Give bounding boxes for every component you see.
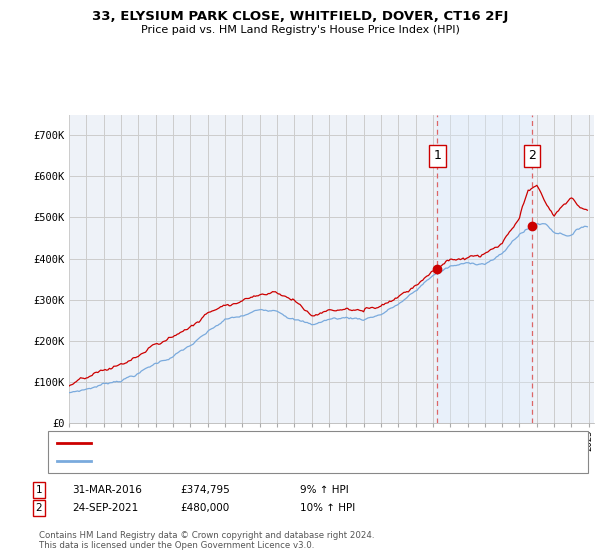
- Text: Contains HM Land Registry data © Crown copyright and database right 2024.
This d: Contains HM Land Registry data © Crown c…: [39, 531, 374, 550]
- Text: 24-SEP-2021: 24-SEP-2021: [72, 503, 138, 513]
- Text: 33, ELYSIUM PARK CLOSE, WHITFIELD, DOVER, CT16 2FJ (detached house): 33, ELYSIUM PARK CLOSE, WHITFIELD, DOVER…: [97, 438, 459, 448]
- Text: 10% ↑ HPI: 10% ↑ HPI: [300, 503, 355, 513]
- Text: 1: 1: [433, 150, 441, 162]
- Bar: [437, 115, 532, 423]
- Text: 33, ELYSIUM PARK CLOSE, WHITFIELD, DOVER, CT16 2FJ: 33, ELYSIUM PARK CLOSE, WHITFIELD, DOVER…: [92, 10, 508, 22]
- Text: 2: 2: [528, 150, 536, 162]
- Text: £480,000: £480,000: [180, 503, 229, 513]
- Text: Price paid vs. HM Land Registry's House Price Index (HPI): Price paid vs. HM Land Registry's House …: [140, 25, 460, 35]
- Text: 9% ↑ HPI: 9% ↑ HPI: [300, 485, 349, 495]
- Text: £374,795: £374,795: [180, 485, 230, 495]
- Text: HPI: Average price, detached house, Dover: HPI: Average price, detached house, Dove…: [97, 456, 307, 466]
- Text: 2: 2: [35, 503, 43, 513]
- Text: 1: 1: [35, 485, 43, 495]
- Text: 31-MAR-2016: 31-MAR-2016: [72, 485, 142, 495]
